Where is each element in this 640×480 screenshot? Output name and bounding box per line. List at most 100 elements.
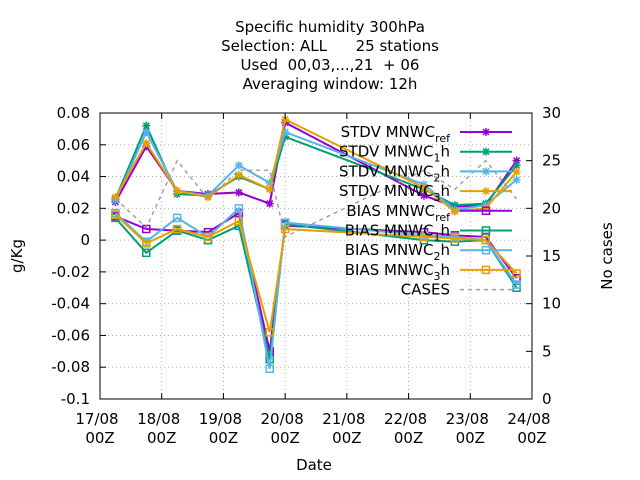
series-stdv_ref [111,118,521,211]
series-cases [114,159,518,239]
x-tick-label-date: 20/08 [261,410,304,428]
y2-tick-label: 0 [542,390,552,408]
series-line-bias_3h [114,213,518,333]
data-point-bias_3h [419,232,429,242]
data-point-bias_2h [512,280,521,289]
y2-tick-label: 20 [542,199,561,217]
y-tick-label: 0 [80,231,90,249]
series-line-bias_1h [114,217,518,360]
chart-title: Specific humidity 300hPa Selection: ALL … [221,18,439,93]
legend-name-main: CASES [401,281,450,299]
y2-axis-label: No cases [598,222,616,290]
data-point-stdv_3h-d2 [513,168,521,176]
y-tick-label: -0.02 [51,263,90,281]
legend-label-stdv_1h: STDV MNWC1h [339,143,450,165]
x-tick-label-hour: 00Z [517,429,546,447]
x-tick-label-date: 23/08 [446,410,489,428]
x-tick-label-hour: 00Z [456,429,485,447]
series-line-cases [114,159,518,239]
legend-name-main: STDV MNWC [339,143,433,161]
legend-name-main: BIAS MNWC [346,202,435,220]
data-point-bias_2h [172,213,182,223]
legend-label-bias_3h: BIAS MNWC3h [345,261,450,283]
y-tick-label: 0.04 [57,168,90,186]
data-point-bias_3h [512,269,521,278]
legend-name-sub: ref [435,132,451,145]
data-point-stdv_2h-d2 [513,176,521,184]
y-tick-label: 0.06 [57,136,90,154]
x-tick-label-date: 22/08 [384,410,427,428]
legend-name-sub: 3 [433,270,440,283]
legend-entry-stdv_2h: STDV MNWC2h [339,162,512,184]
legend-entry-bias_ref: BIAS MNWCref [346,202,512,224]
data-point-stdv_3h-d2 [281,115,289,123]
legend-name-sub: 1 [433,152,440,165]
legend-name-tail: h [440,143,450,161]
legend-name-sub: ref [435,211,451,224]
legend-label-bias_1h: BIAS MNWC1h [345,222,450,244]
title-line-3: Used 00,03,...,21 + 06 [241,56,420,74]
title-line-1: Specific humidity 300hPa [235,18,425,36]
series-layer [111,115,521,374]
data-point-stdv_1h-d2 [142,122,150,130]
data-point-stdv_ref-d2 [235,188,243,196]
legend-name-sub: 3 [433,191,440,204]
data-point-stdv_3h-d2 [142,139,150,147]
data-point-stdv_ref-d2 [420,192,428,200]
legend-name-tail: h [440,261,450,279]
x-tick-label-hour: 00Z [147,429,176,447]
data-point-stdv_3h-d2 [420,184,428,192]
legend-marker-bias_2h [481,245,491,255]
data-point-bias_3h [450,234,460,243]
legend-name-sub: 1 [433,231,440,244]
data-point-stdv_ref-d2 [266,200,274,208]
y2-tick-label: 25 [542,152,561,170]
y2-tick-label: 5 [542,342,552,360]
legend-marker-bias_ref [481,206,491,216]
data-point-bias_3h [234,216,244,226]
legend-name-sub: 2 [433,171,440,184]
axes: -0.1 -0.08 -0.06 -0.04 -0.02 0 0.02 0.04 0.06 0.0… [51,104,561,447]
y-axis-label: g/Kg [8,239,26,273]
x-tick-label-date: 18/08 [137,410,180,428]
data-point-bias_2h [234,204,244,213]
legend-label-bias_2h: BIAS MNWC2h [345,241,450,263]
y2-tick-label: 30 [542,104,561,122]
legend-name-tail: h [440,222,450,240]
legend-label-stdv_3h: STDV MNWC3h [339,182,450,204]
legend-marker-stdv_2h-d2 [482,167,490,175]
data-point-bias_3h [280,224,290,234]
legend-name-main: STDV MNWC [339,182,433,200]
data-point-bias_3h [172,224,182,234]
data-point-stdv_3h-d2 [111,193,119,201]
series-line-stdv_3h [114,117,518,213]
data-point-stdv_2h-d2 [235,161,243,169]
data-point-stdv_3h-d2 [204,193,212,201]
legend-entry-bias_1h: BIAS MNWC1h [345,222,512,244]
data-point-bias_3h [203,232,213,242]
legend-entry-cases: CASES [401,281,512,299]
x-tick-label-hour: 00Z [209,429,238,447]
data-point-bias_3h [111,210,120,219]
legend-entry-bias_3h: BIAS MNWC3h [345,261,512,283]
legend-name-main: BIAS MNWC [345,222,434,240]
y-tick-label: -0.1 [61,390,90,408]
series-bias_3h [111,210,521,337]
legend-entry-bias_2h: BIAS MNWC2h [345,241,512,263]
y-tick-label: 0.02 [57,199,90,217]
legend-entry-stdv_ref: STDV MNWCref [341,123,512,145]
series-line-bias_2h [114,206,518,369]
y2-tick-label: 10 [542,295,561,313]
legend-name-main: STDV MNWC [341,123,435,141]
x-tick-label-date: 24/08 [507,410,550,428]
data-point-stdv_3h-d2 [173,187,181,195]
series-stdv_3h [111,115,521,216]
data-point-bias_3h [265,328,274,337]
x-tick-label-hour: 00Z [332,429,361,447]
legend-label-stdv_ref: STDV MNWCref [341,123,452,145]
data-point-bias_3h [142,239,151,248]
x-tick-label-date: 21/08 [322,410,365,428]
y2-tick-label: 15 [542,247,561,265]
data-point-bias_2h [265,364,274,374]
grid [100,113,532,399]
